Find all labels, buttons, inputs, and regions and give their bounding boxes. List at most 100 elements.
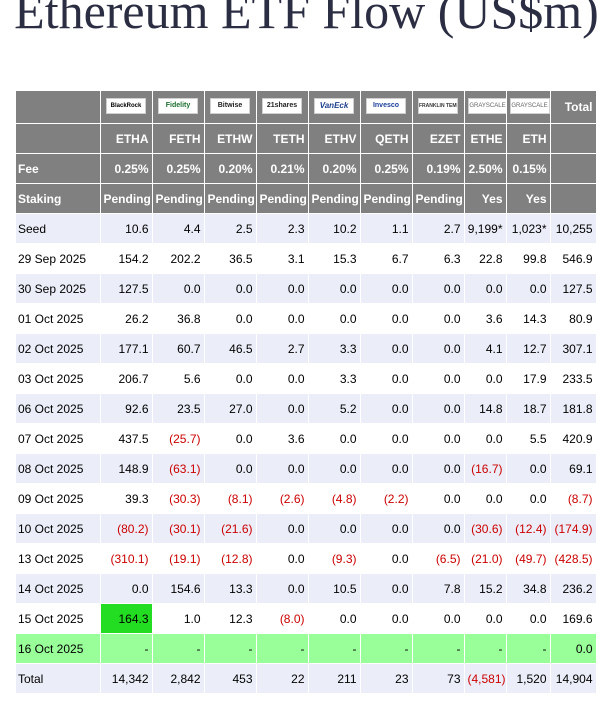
date-cell: 14 Oct 2025 xyxy=(16,573,101,604)
empty-header-cell xyxy=(550,123,597,154)
flow-cell: (12.4) xyxy=(506,513,551,544)
flow-cell: (2.6) xyxy=(256,483,309,514)
flow-cell: (8.1) xyxy=(204,483,257,514)
flow-cell: 154.6 xyxy=(152,573,205,604)
flow-cell: 3.1 xyxy=(256,243,309,274)
fee-cell: 0.20% xyxy=(308,153,361,184)
flow-cell: 0.0 xyxy=(412,453,465,484)
flow-cell: - xyxy=(256,633,309,664)
grayscale-mini-logo: GRAYSCALE xyxy=(509,97,549,114)
row-total-cell: (428.5) xyxy=(550,543,597,574)
flow-cell: 202.2 xyxy=(152,243,205,274)
flow-cell: (310.1) xyxy=(100,543,153,574)
ticker-cell: EZET xyxy=(412,123,465,154)
flow-cell: 2.5 xyxy=(204,213,257,244)
flow-cell: 0.0 xyxy=(204,303,257,334)
issuer-logo-cell: 21shares xyxy=(256,91,309,124)
flow-cell: 3.3 xyxy=(308,333,361,364)
flow-cell: 0.0 xyxy=(204,423,257,454)
flow-cell: (30.3) xyxy=(152,483,205,514)
flow-cell: 36.8 xyxy=(152,303,205,334)
flow-cell: (49.7) xyxy=(506,543,551,574)
flow-cell: 13.3 xyxy=(204,573,257,604)
flow-cell: 22.8 xyxy=(464,243,507,274)
ticker-cell: ETH xyxy=(506,123,551,154)
flow-cell: (21.6) xyxy=(204,513,257,544)
flow-cell: 127.5 xyxy=(100,273,153,304)
flow-cell: (80.2) xyxy=(100,513,153,544)
ticker-row: ETHA FETH ETHW TETH ETHV QETH EZET ETHE ETH xyxy=(16,123,597,154)
table-row: 08 Oct 2025 148.9 (63.1) 0.0 0.0 0.0 0.0 0.0 (16… xyxy=(16,453,597,484)
staking-cell: Pending xyxy=(100,183,153,214)
fee-cell: 0.15% xyxy=(506,153,551,184)
staking-cell: Yes xyxy=(464,183,507,214)
fee-cell: 2.50% xyxy=(464,153,507,184)
total-cell: 211 xyxy=(308,663,361,694)
flow-cell: 0.0 xyxy=(360,453,413,484)
date-cell: 06 Oct 2025 xyxy=(16,393,101,424)
flow-cell: 3.6 xyxy=(256,423,309,454)
fidelity-logo: Fidelity xyxy=(158,97,198,114)
flow-cell: 46.5 xyxy=(204,333,257,364)
table-row: 14 Oct 2025 0.0 154.6 13.3 0.0 10.5 0.0 7.8 15.2… xyxy=(16,573,597,604)
flow-cell: 0.0 xyxy=(412,513,465,544)
flow-cell: 15.2 xyxy=(464,573,507,604)
row-total-cell: 181.8 xyxy=(550,393,597,424)
flow-cell: (9.3) xyxy=(308,543,361,574)
total-column-header: Total xyxy=(550,91,597,124)
flow-cell: 0.0 xyxy=(204,363,257,394)
flow-cell: - xyxy=(464,633,507,664)
flow-cell: 0.0 xyxy=(412,333,465,364)
flow-cell: (2.2) xyxy=(360,483,413,514)
total-cell: 2,842 xyxy=(152,663,205,694)
flow-cell: 0.0 xyxy=(152,273,205,304)
issuer-logo-cell: GRAYSCALE xyxy=(464,91,507,124)
flow-cell: 0.0 xyxy=(256,393,309,424)
fee-label: Fee xyxy=(16,153,101,184)
flow-cell: 0.0 xyxy=(506,273,551,304)
staking-cell: Pending xyxy=(308,183,361,214)
flow-cell: 2.7 xyxy=(412,213,465,244)
flow-cell: 177.1 xyxy=(100,333,153,364)
row-total-cell: 10,255 xyxy=(550,213,597,244)
flow-cell: 0.0 xyxy=(464,603,507,634)
row-total-cell: 420.9 xyxy=(550,423,597,454)
flow-cell: 0.0 xyxy=(360,543,413,574)
table-row: Seed 10.6 4.4 2.5 2.3 10.2 1.1 2.7 9,199* 1,023* 1… xyxy=(16,213,597,244)
table-row: 09 Oct 2025 39.3 (30.3) (8.1) (2.6) (4.8) (2.2… xyxy=(16,483,597,514)
flow-cell: 1,023* xyxy=(506,213,551,244)
flow-cell: 12.3 xyxy=(204,603,257,634)
staking-row: Staking Pending Pending Pending Pending Pend… xyxy=(16,183,597,214)
flow-cell: 0.0 xyxy=(256,363,309,394)
date-cell: Seed xyxy=(16,213,101,244)
staking-cell: Pending xyxy=(256,183,309,214)
flow-cell: 39.3 xyxy=(100,483,153,514)
flow-cell: 0.0 xyxy=(308,453,361,484)
franklin-templeton-logo: FRANKLIN TEMPLETON xyxy=(418,97,458,114)
issuer-logo-cell: Bitwise xyxy=(204,91,257,124)
date-cell: 10 Oct 2025 xyxy=(16,513,101,544)
grand-total-cell: 14,904 xyxy=(550,663,597,694)
table-row: 29 Sep 2025 154.2 202.2 36.5 3.1 15.3 6.7 6.3 22… xyxy=(16,243,597,274)
date-cell: 15 Oct 2025 xyxy=(16,603,101,634)
flow-cell: (63.1) xyxy=(152,453,205,484)
flow-cell: 0.0 xyxy=(506,453,551,484)
flow-cell: (30.6) xyxy=(464,513,507,544)
flow-cell: 4.4 xyxy=(152,213,205,244)
row-total-cell: 307.1 xyxy=(550,333,597,364)
flow-cell: 92.6 xyxy=(100,393,153,424)
flow-cell: 0.0 xyxy=(256,543,309,574)
flow-cell: 0.0 xyxy=(412,483,465,514)
issuer-logo-cell: FRANKLIN TEMPLETON xyxy=(412,91,465,124)
date-cell: 30 Sep 2025 xyxy=(16,273,101,304)
row-total-cell: 80.9 xyxy=(550,303,597,334)
21shares-logo: 21shares xyxy=(262,97,302,114)
date-cell: 13 Oct 2025 xyxy=(16,543,101,574)
date-cell: 29 Sep 2025 xyxy=(16,243,101,274)
flow-cell: (8.0) xyxy=(256,603,309,634)
flow-cell: 437.5 xyxy=(100,423,153,454)
flow-cell: 0.0 xyxy=(412,423,465,454)
flow-cell: 0.0 xyxy=(360,423,413,454)
flow-cell: 9,199* xyxy=(464,213,507,244)
total-cell: 73 xyxy=(412,663,465,694)
